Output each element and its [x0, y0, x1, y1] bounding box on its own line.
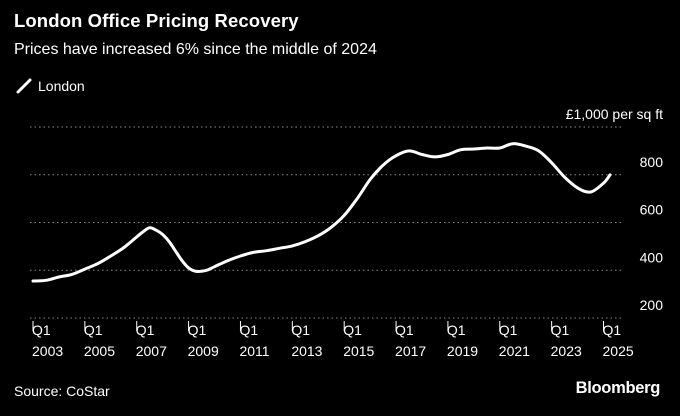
y-tick-label: 800	[640, 154, 664, 170]
x-tick-year-label: 2015	[343, 343, 374, 359]
y-axis-ticks: 200 400 600 800	[640, 154, 664, 313]
y-axis-unit-label: £1,000 per sq ft	[566, 106, 663, 122]
x-tick-year-label: 2013	[291, 343, 322, 359]
x-axis-ticks: Q1 2003 Q1 2005 Q1 2007 Q1 2009 Q1 2011 Q1 2013 Q1 20…	[32, 321, 634, 359]
x-tick-quarter-label: Q1	[447, 322, 466, 338]
series-line-london	[31, 142, 612, 283]
chart-subtitle: Prices have increased 6% since the middl…	[14, 41, 377, 58]
x-tick-year-label: 2005	[84, 343, 115, 359]
x-tick-quarter-label: Q1	[395, 322, 414, 338]
x-tick-year-label: 2009	[188, 343, 219, 359]
legend-label-london: London	[38, 78, 85, 94]
x-tick-quarter-label: Q1	[343, 322, 362, 338]
x-tick-quarter-label: Q1	[239, 322, 258, 338]
x-tick-quarter-label: Q1	[136, 322, 155, 338]
legend-line-icon	[16, 78, 32, 94]
x-tick-quarter-label: Q1	[603, 322, 622, 338]
chart-title: London Office Pricing Recovery	[14, 10, 299, 31]
series-layer	[31, 142, 612, 283]
x-tick-quarter-label: Q1	[32, 322, 51, 338]
legend: London	[16, 76, 85, 96]
x-tick-quarter-label: Q1	[551, 322, 570, 338]
x-tick-year-label: 2025	[603, 343, 634, 359]
x-tick-year-label: 2019	[447, 343, 478, 359]
x-tick-quarter-label: Q1	[499, 322, 518, 338]
y-tick-label: 400	[640, 249, 664, 265]
grid-lines	[30, 126, 622, 319]
x-tick-year-label: 2007	[136, 343, 167, 359]
x-tick-year-label: 2017	[395, 343, 426, 359]
x-tick-quarter-label: Q1	[84, 322, 103, 338]
bloomberg-logo: Bloomberg	[575, 379, 661, 397]
x-tick-quarter-label: Q1	[188, 322, 207, 338]
x-tick-year-label: 2011	[239, 343, 269, 359]
x-tick-year-label: 2003	[32, 343, 63, 359]
y-tick-label: 200	[640, 297, 664, 313]
source-note: Source: CoStar	[14, 383, 110, 399]
x-tick-quarter-label: Q1	[291, 322, 310, 338]
x-tick-year-label: 2023	[551, 343, 582, 359]
y-tick-label: 600	[640, 202, 664, 218]
x-tick-year-label: 2021	[499, 343, 530, 359]
